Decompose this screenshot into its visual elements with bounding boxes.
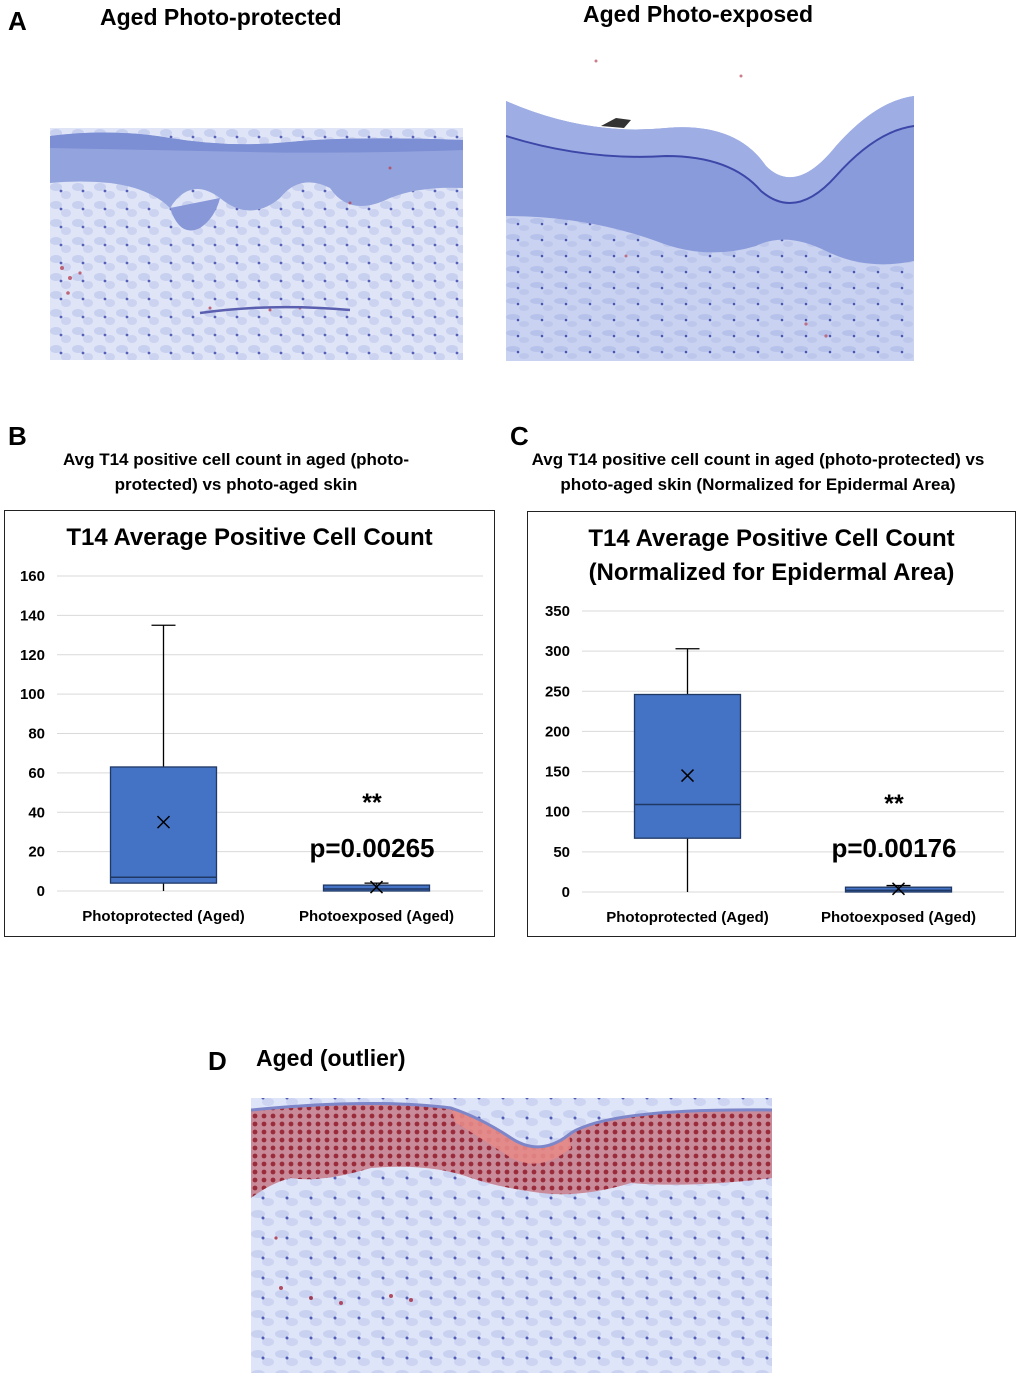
chartB-ytick-label: 20 bbox=[28, 844, 45, 861]
panel-d-letter: D bbox=[208, 1046, 227, 1076]
chart-c-p-value: p=0.00176 bbox=[831, 833, 956, 863]
chart-b-title: T14 Average Positive Cell Count bbox=[66, 524, 433, 551]
chartB-box bbox=[109, 766, 218, 884]
histology-image-photoexposed bbox=[506, 56, 914, 361]
chartB-ytick-label: 120 bbox=[20, 647, 45, 664]
chartC-mean-marker bbox=[891, 882, 906, 896]
chart-b-frame: T14 Average Positive Cell Count 0 20 40 60 8… bbox=[4, 510, 495, 937]
chartB-ytick-label: 60 bbox=[28, 765, 45, 782]
histology-image-outlier bbox=[251, 1088, 772, 1373]
chartC-box bbox=[633, 693, 742, 839]
chartC-category-label: Photoprotected (Aged) bbox=[606, 909, 769, 926]
panel-c-caption-line2: photo-aged skin (Normalized for Epiderma… bbox=[560, 475, 956, 494]
chartB-ytick-label: 100 bbox=[20, 686, 45, 703]
chartC-ytick-label: 50 bbox=[553, 844, 570, 861]
chartB-mean-marker bbox=[369, 880, 384, 894]
chart-c-title-line2: (Normalized for Epidermal Area) bbox=[588, 559, 955, 586]
chart-b-p-value: p=0.00265 bbox=[309, 833, 434, 863]
chartB-ytick-label: 160 bbox=[20, 568, 45, 585]
chartC-ytick-label: 250 bbox=[545, 683, 570, 700]
chartB-ytick-label: 40 bbox=[28, 804, 45, 821]
histology-image-photoprotected bbox=[50, 128, 463, 360]
chartB-ytick-label: 140 bbox=[20, 607, 45, 624]
chart-c-title-line1: T14 Average Positive Cell Count bbox=[588, 525, 955, 552]
chart-b-plot: 0 20 40 60 80 100 120 140 160 Photoprotected (Ag… bbox=[20, 568, 483, 925]
chartC-ytick-label: 350 bbox=[545, 603, 570, 620]
panel-c-caption: Avg T14 positive cell count in aged (pho… bbox=[498, 447, 1018, 497]
chartB-category-label: Photoprotected (Aged) bbox=[82, 908, 245, 925]
chartB-mean-marker bbox=[156, 815, 171, 829]
chartC-ytick-label: 150 bbox=[545, 764, 570, 781]
panel-b-caption-line2: protected) vs photo-aged skin bbox=[114, 475, 358, 494]
panel-c-letter: C bbox=[510, 421, 529, 451]
panel-b-caption-line1: Avg T14 positive cell count in aged (pho… bbox=[62, 450, 409, 469]
panel-a-letter: A bbox=[8, 6, 27, 36]
chartC-ytick-label: 300 bbox=[545, 643, 570, 660]
chartC-mean-marker bbox=[680, 769, 695, 783]
chartB-ytick-label: 80 bbox=[28, 726, 45, 743]
chartB-category-label: Photoexposed (Aged) bbox=[299, 908, 454, 925]
panel-d-title: Aged (outlier) bbox=[256, 1045, 406, 1071]
panel-a-left-title: Aged Photo-protected bbox=[100, 4, 342, 30]
chart-c-plot: 0 50 100 150 200 250 300 350 Photoprotected (Ag… bbox=[545, 603, 1004, 926]
chartC-ytick-label: 200 bbox=[545, 723, 570, 740]
chartC-ytick-label: 100 bbox=[545, 804, 570, 821]
panel-b-letter: B bbox=[8, 421, 27, 451]
chart-b-significance: ** bbox=[362, 789, 382, 817]
panel-c-caption-line1: Avg T14 positive cell count in aged (pho… bbox=[531, 450, 985, 469]
chartB-ytick-label: 0 bbox=[37, 883, 45, 900]
chart-c-frame: T14 Average Positive Cell Count (Normali… bbox=[527, 511, 1016, 937]
chartC-category-label: Photoexposed (Aged) bbox=[821, 909, 976, 926]
panel-a-right-title: Aged Photo-exposed bbox=[583, 1, 814, 27]
chart-c-significance: ** bbox=[884, 790, 904, 818]
chart-c-title: T14 Average Positive Cell Count (Normali… bbox=[528, 522, 1015, 590]
panel-b-caption: Avg T14 positive cell count in aged (pho… bbox=[0, 447, 472, 497]
chartC-ytick-label: 0 bbox=[562, 884, 570, 901]
